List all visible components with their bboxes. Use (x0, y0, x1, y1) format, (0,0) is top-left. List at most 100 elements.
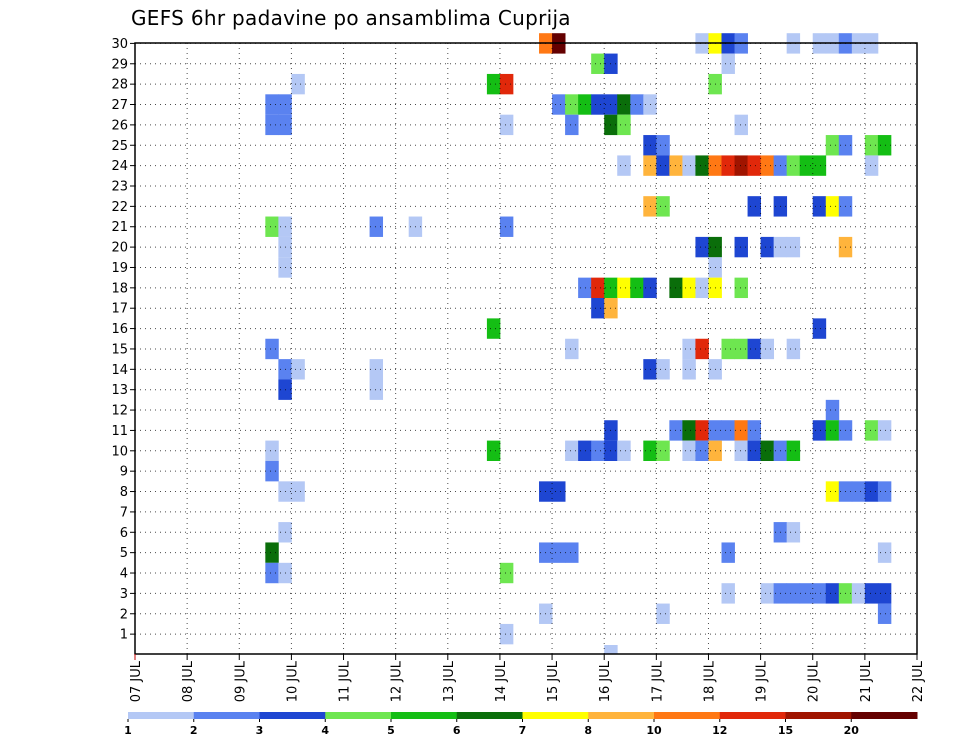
x-tick-label: 21 JUL (859, 660, 874, 702)
heatmap-cell (578, 277, 592, 299)
heatmap-cell (617, 440, 631, 461)
heatmap-cell (760, 583, 775, 604)
heatmap-cell (786, 155, 801, 176)
heatmap-cell (578, 94, 592, 115)
heatmap-cell (552, 94, 566, 115)
legend-label: 2 (190, 724, 198, 737)
heatmap-cell (747, 440, 761, 461)
y-tick-label: 3 (120, 587, 128, 602)
heatmap-cell (760, 338, 775, 360)
legend-swatch (588, 712, 655, 719)
x-tick-label: 08 JUL (181, 660, 196, 702)
heatmap-cell (617, 94, 631, 115)
heatmap-cell (552, 542, 566, 563)
heatmap-cell (499, 562, 514, 584)
heatmap-cell (825, 583, 840, 604)
heatmap-cell (656, 440, 670, 461)
heatmap-cell (682, 338, 696, 360)
legend-swatch (719, 712, 786, 719)
y-tick-label: 14 (111, 363, 128, 378)
heatmap-cell (265, 562, 279, 584)
x-tick-label: 07 JUL (129, 660, 144, 702)
heatmap-cell (721, 53, 735, 74)
y-tick-label: 6 (120, 526, 128, 541)
legend-swatch (128, 712, 195, 719)
x-tick-label: 22 JUL (911, 660, 926, 702)
heatmap-cell (786, 583, 801, 604)
x-tick-label: 17 JUL (650, 660, 665, 702)
heatmap-cell (682, 277, 696, 299)
y-tick-label: 7 (120, 505, 128, 520)
legend-label: 20 (844, 724, 860, 737)
heatmap-cell (578, 440, 592, 461)
y-tick-label: 8 (120, 485, 128, 500)
heatmap-cell (877, 583, 892, 604)
x-tick-label: 10 JUL (285, 660, 300, 702)
heatmap-cell (499, 216, 514, 237)
legend-label: 8 (584, 724, 592, 737)
x-tick-label: 14 JUL (494, 660, 509, 702)
heatmap-cell (695, 236, 709, 258)
x-tick-label: 18 JUL (702, 660, 717, 702)
heatmap-cell (565, 114, 579, 136)
x-tick-label: 12 JUL (390, 660, 405, 702)
y-tick-label: 17 (111, 302, 128, 317)
heatmap-cell (695, 420, 709, 441)
heatmap-cell (682, 155, 696, 176)
y-tick-label: 24 (111, 159, 128, 174)
y-tick-label: 22 (111, 200, 128, 215)
heatmap-cell (760, 236, 775, 258)
heatmap-cell (812, 318, 827, 339)
y-tick-label: 10 (111, 444, 128, 459)
heatmap-cell (669, 155, 683, 176)
legend-swatch (193, 712, 260, 719)
heatmap-cell (656, 603, 670, 624)
x-tick-label: 13 JUL (442, 660, 457, 702)
heatmap-cell (760, 440, 775, 461)
y-tick-label: 5 (120, 546, 128, 561)
y-tick-label: 20 (111, 241, 128, 256)
heatmap-cell (734, 236, 748, 258)
y-tick-label: 15 (111, 342, 128, 357)
legend-swatch (851, 712, 918, 719)
heatmap-cell (721, 155, 735, 176)
x-tick-label: 15 JUL (546, 660, 561, 702)
heatmap-cell (656, 155, 670, 176)
y-tick-label: 9 (120, 465, 128, 480)
heatmap-cell (499, 114, 514, 136)
heatmap-cell (265, 542, 279, 563)
heatmap-cell (734, 338, 748, 360)
heatmap-cell (682, 440, 696, 461)
legend-label: 10 (646, 724, 662, 737)
heatmap-cell (825, 399, 840, 421)
heatmap-cell (499, 623, 514, 645)
legend-label: 12 (712, 724, 727, 737)
heatmap-cell (747, 420, 761, 441)
heatmap-cell (877, 420, 892, 441)
heatmap-cell (486, 318, 501, 339)
heatmap-cell (825, 420, 840, 441)
heatmap-cell (760, 155, 775, 176)
heatmap-cell (734, 420, 748, 441)
heatmap-cell (617, 155, 631, 176)
heatmap-cell (825, 196, 840, 217)
x-axis-ticks: 07 JUL 08 JUL 09 JUL 10 JUL 11 JUL 12 JUL 13 J… (129, 654, 926, 702)
heatmap-cell (669, 277, 683, 299)
y-tick-label: 4 (120, 567, 128, 582)
heatmap-cell (786, 440, 801, 461)
heatmap-cell (786, 338, 801, 360)
y-tick-label: 13 (111, 383, 128, 398)
heatmap-cell (825, 481, 840, 502)
heatmap-cell (812, 155, 827, 176)
legend-swatch (522, 712, 589, 719)
legend-swatch (456, 712, 523, 719)
heatmap-cell (486, 73, 501, 95)
legend-swatch (654, 712, 721, 719)
y-tick-label: 19 (111, 261, 128, 276)
heatmap-cell (265, 338, 279, 360)
heatmap-cell (591, 277, 605, 299)
heatmap-cell (851, 481, 866, 502)
heatmap-cell (734, 114, 748, 136)
x-tick-label: 19 JUL (755, 660, 770, 702)
heatmap-cell (656, 135, 670, 156)
